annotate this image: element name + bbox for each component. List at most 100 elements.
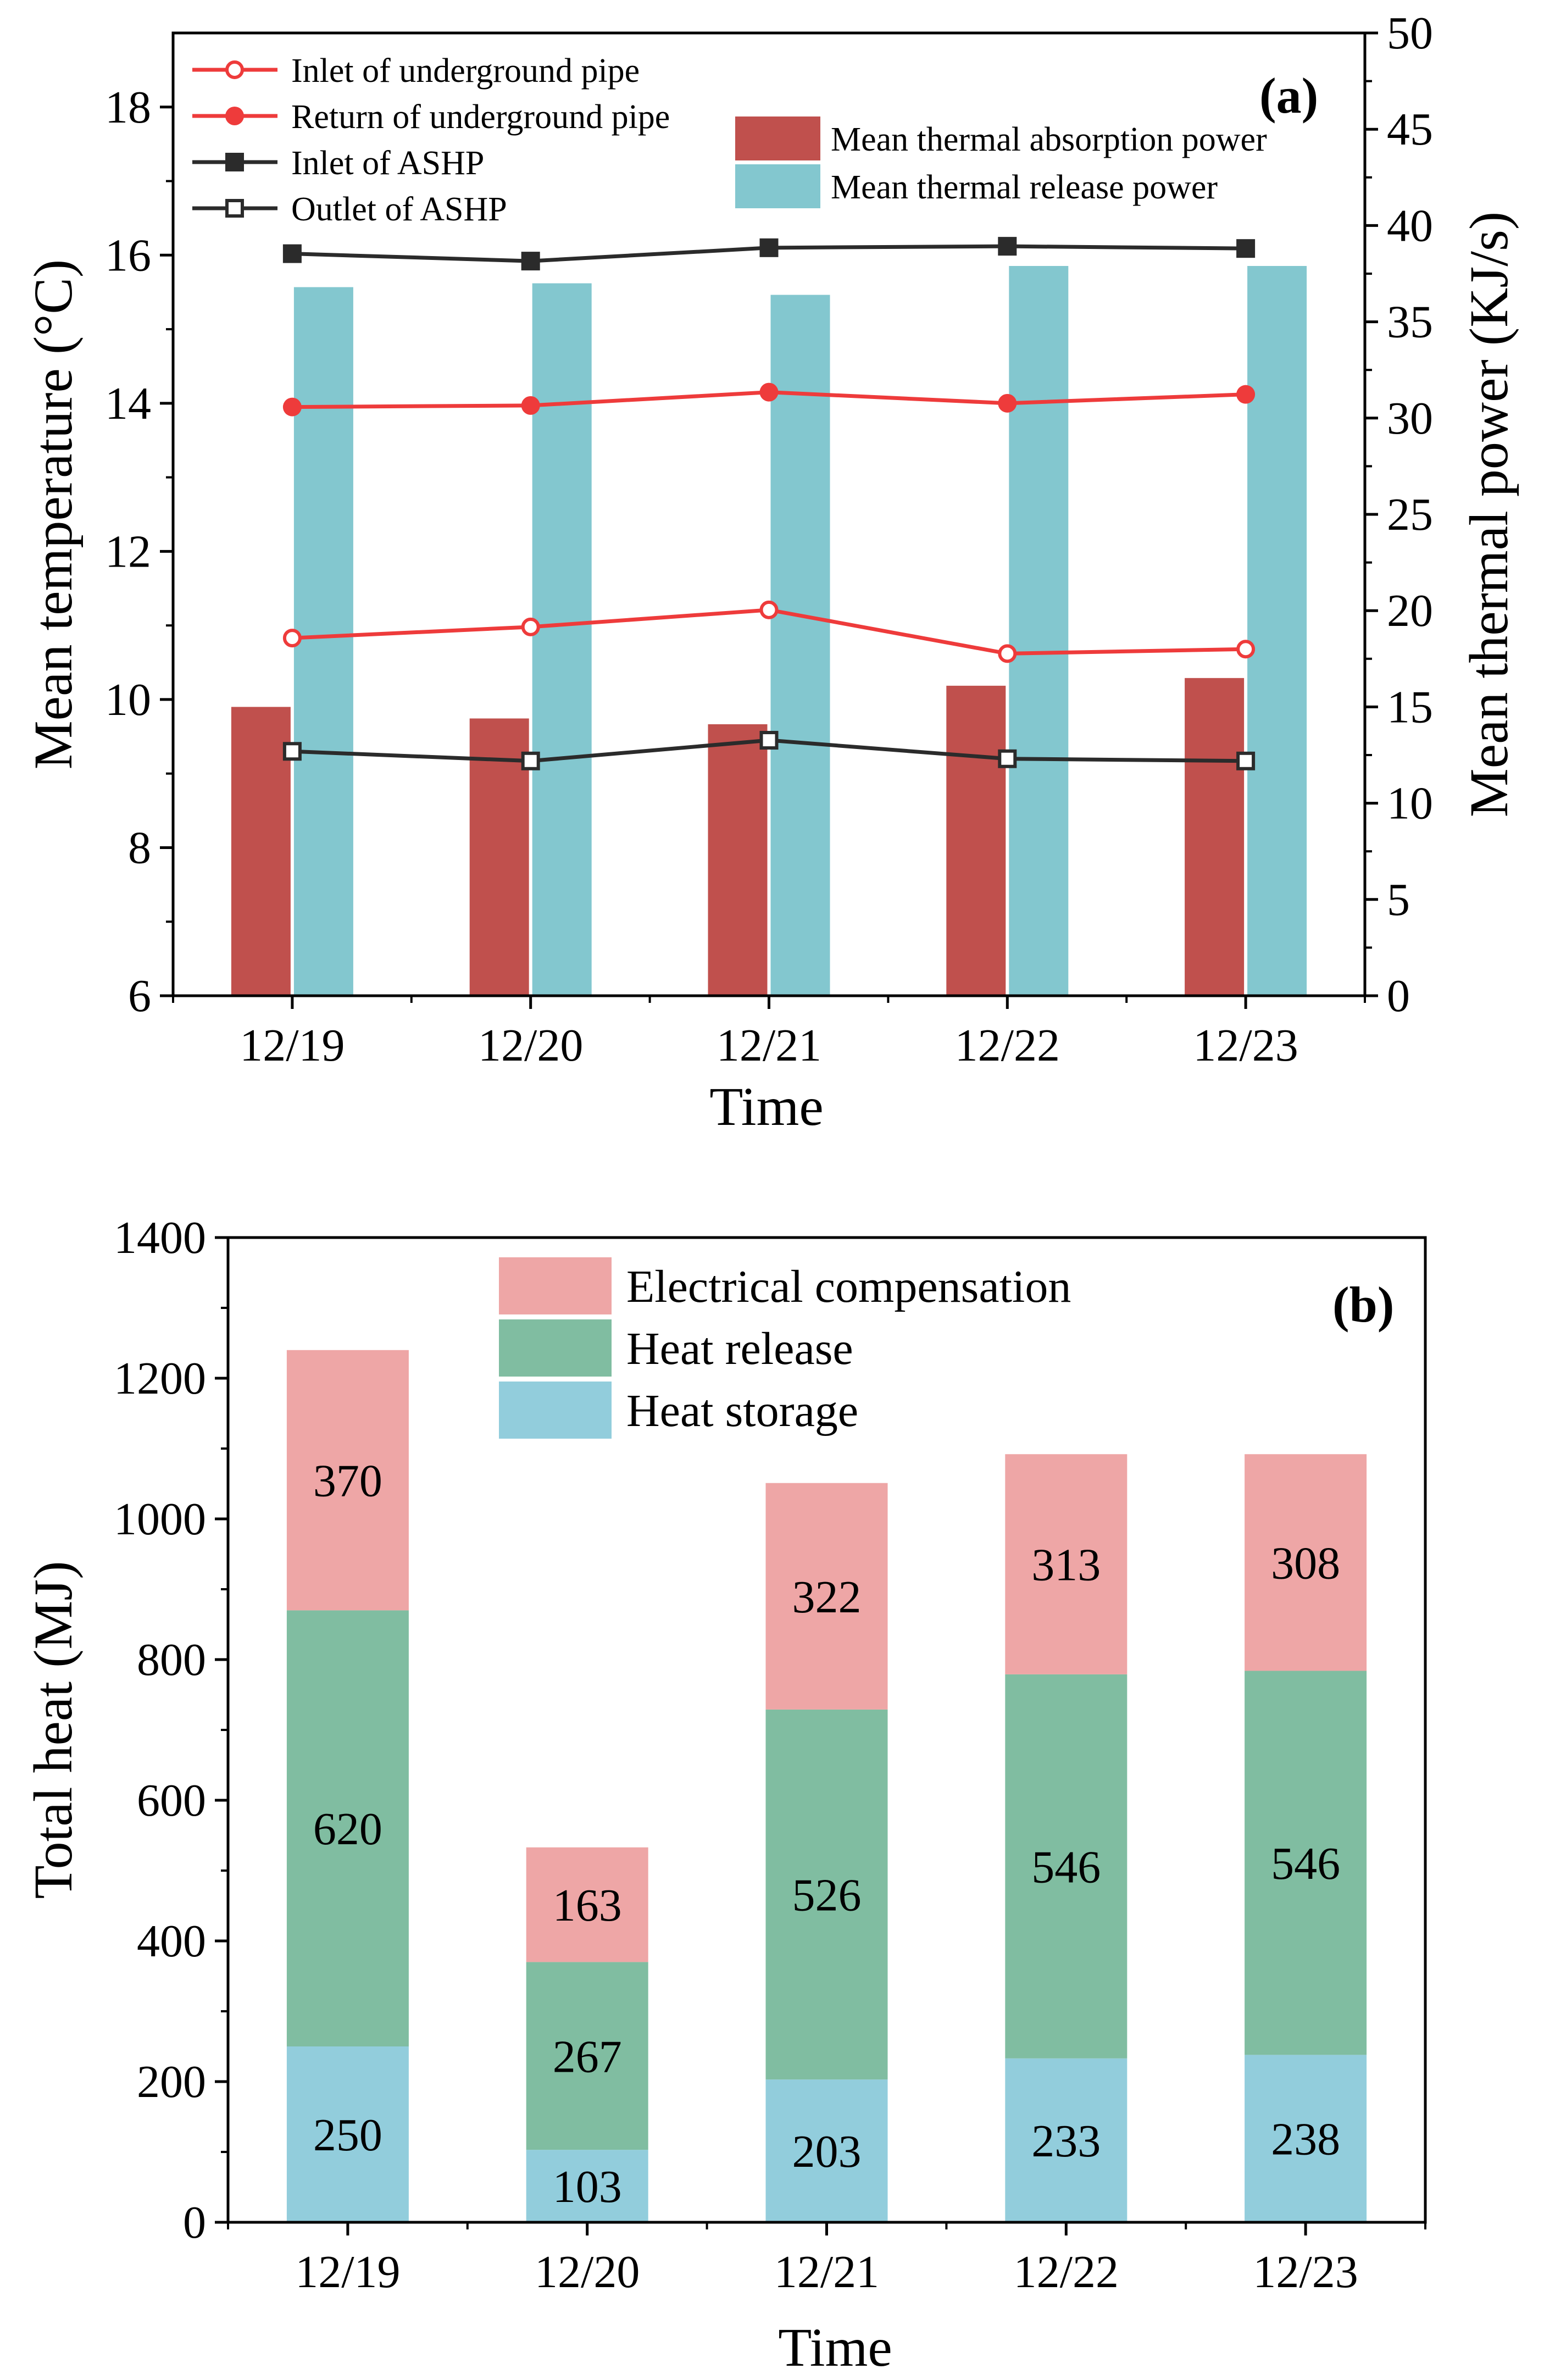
panel-a-bars [231,265,1307,996]
point-series-3-12/22 [998,749,1017,768]
stack-segment-heat-release-12/20 [526,1962,648,2150]
legend-bar-swatch-0 [735,116,820,160]
segment-value-label-1-12/21: 526 [792,1870,862,1921]
absorption-bar-12/23 [1185,678,1245,996]
stack-segment-electrical-compensation-12/21 [765,1483,888,1710]
point-series-0-12/23 [1236,640,1256,659]
left-tick-label-6: 6 [128,970,151,1022]
segment-value-label-2-12/22: 313 [1031,1540,1101,1591]
legend-label-bar-0: Mean thermal absorption power [831,121,1267,158]
stack-segment-heat-release-12/22 [1005,1674,1128,2059]
left-tick-label-12: 12 [105,526,151,577]
panel-b-label: (b) [1332,1277,1394,1333]
point-series-0-12/19 [282,629,302,648]
b-legend-label-heat-release: Heat release [626,1323,853,1374]
absorption-bar-12/20 [469,718,529,996]
stack-segment-heat-storage-12/19 [286,2046,409,2222]
point-series-1-12/19 [282,397,302,417]
b-legend-label-heat-storage: Heat storage [626,1385,858,1436]
absorption-bar-12/21 [708,724,768,996]
absorption-bar-12/22 [946,685,1006,996]
b-y-tick-label-0: 0 [183,2197,206,2248]
segment-value-label-1-12/20: 267 [553,2031,622,2082]
left-tick-label-14: 14 [105,378,151,429]
right-tick-label-25: 25 [1387,489,1433,540]
stack-segment-heat-release-12/21 [765,1709,888,2080]
panel-b-chart: 250 620 370 103 267 163 203 526 322 233 546 313 238 5… [23,1212,1427,2378]
point-series-1-12/23 [1236,385,1256,404]
point-series-3-12/19 [282,742,302,761]
point-series-3-12/20 [521,751,540,770]
point-series-2-12/20 [521,252,540,271]
left-tick-label-18: 18 [105,82,151,133]
segment-value-label-0-12/23: 238 [1271,2114,1340,2165]
point-series-0-12/21 [759,600,779,619]
segment-value-label-1-12/19: 620 [313,1804,382,1855]
panel-a-x-axis-title: Time [709,1076,824,1137]
legend-marker-0 [225,60,244,79]
point-series-2-12/19 [282,244,302,263]
stack-segment-heat-storage-12/20 [526,2150,648,2222]
legend-bar-swatch-1 [735,164,820,208]
x-tick-label-12/22: 12/22 [955,1020,1060,1071]
legend-marker-2 [225,153,244,171]
x-tick-label-12/23: 12/23 [1193,1020,1298,1071]
right-tick-label-10: 10 [1387,778,1433,829]
panel-a-y-axis-title-left: Mean temperature (°C) [23,259,84,769]
release-bar-12/20 [532,283,592,996]
right-tick-label-35: 35 [1387,297,1433,348]
point-series-1-12/21 [759,382,779,402]
b-x-tick-label-12/19: 12/19 [295,2246,400,2298]
legend-label-series-3: Outlet of ASHP [291,191,507,228]
b-legend-swatch-heat-storage [499,1382,612,1439]
right-tick-label-30: 30 [1387,393,1433,444]
right-tick-label-20: 20 [1387,585,1433,636]
left-tick-label-10: 10 [105,674,151,725]
b-y-tick-label-800: 800 [137,1634,206,1685]
b-y-tick-label-1400: 1400 [114,1212,206,1263]
stack-segment-heat-storage-12/23 [1245,2055,1367,2222]
release-bar-12/22 [1009,265,1069,996]
panel-a-chart: Inlet of underground pipe Return of under… [23,8,1519,1137]
point-series-2-12/23 [1236,239,1256,258]
segment-value-label-0-12/21: 203 [792,2126,862,2177]
legend-label-series-2: Inlet of ASHP [291,145,484,182]
right-tick-label-45: 45 [1387,104,1433,155]
segment-value-label-2-12/20: 163 [553,1880,622,1931]
legend-label-series-0: Inlet of underground pipe [291,52,640,90]
segment-value-label-1-12/23: 546 [1271,1838,1340,1889]
x-tick-label-12/21: 12/21 [717,1020,821,1071]
right-tick-label-15: 15 [1387,681,1433,733]
b-legend-label-electrical-compensation: Electrical compensation [626,1261,1071,1312]
point-series-0-12/22 [998,644,1017,663]
legend-label-series-1: Return of underground pipe [291,98,670,136]
point-series-3-12/21 [759,731,779,750]
point-series-2-12/22 [998,237,1017,256]
right-tick-label-50: 50 [1387,8,1433,59]
panel-b-legend: Electrical compensation Heat release Heat … [499,1257,1071,1439]
left-tick-label-16: 16 [105,230,151,281]
stack-segment-heat-release-12/23 [1245,1671,1367,2055]
b-legend-swatch-electrical-compensation [499,1257,612,1314]
b-x-tick-label-12/22: 12/22 [1014,2246,1119,2298]
x-tick-label-12/19: 12/19 [240,1020,345,1071]
legend-label-bar-1: Mean thermal release power [831,169,1218,206]
b-y-tick-label-400: 400 [137,1916,206,1967]
panel-b-y-axis-title: Total heat (MJ) [23,1561,84,1899]
right-tick-label-40: 40 [1387,200,1433,251]
point-series-2-12/21 [759,238,779,257]
release-bar-12/23 [1247,265,1307,996]
panel-b-axes: 0 200 400 600 800 1000 1200 1400 12/19 12/20 12/21… [114,1212,1426,2298]
b-x-tick-label-12/21: 12/21 [774,2246,879,2298]
left-tick-label-8: 8 [128,822,151,873]
b-x-tick-label-12/20: 12/20 [535,2246,640,2298]
right-tick-label-5: 5 [1387,874,1410,925]
segment-value-label-2-12/19: 370 [313,1456,382,1507]
legend-marker-3 [225,199,244,218]
stack-segment-heat-storage-12/22 [1005,2058,1128,2222]
absorption-bar-12/19 [231,707,291,996]
stack-segment-electrical-compensation-12/23 [1245,1454,1367,1671]
panel-b-bars: 250 620 370 103 267 163 203 526 322 233 546 313 238 5… [286,1350,1367,2222]
b-y-tick-label-600: 600 [137,1775,206,1826]
